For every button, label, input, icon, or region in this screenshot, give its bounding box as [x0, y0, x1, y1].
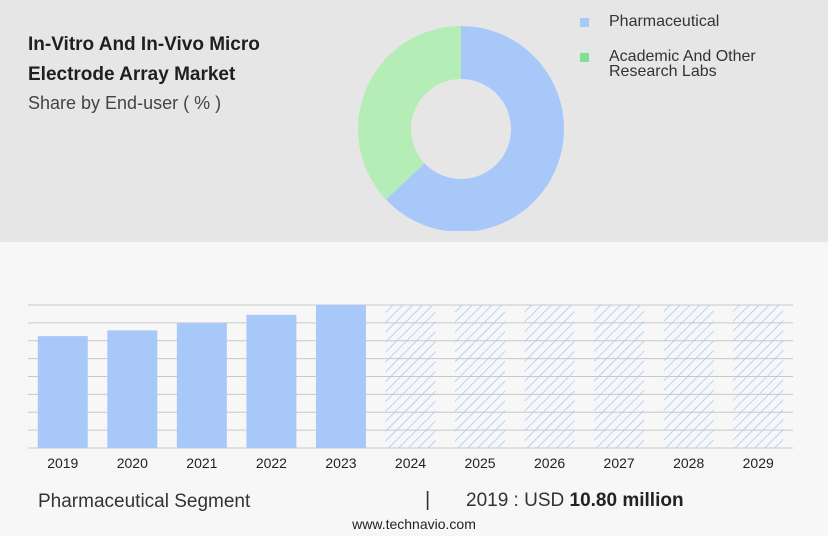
donut-clip [340, 231, 590, 242]
bar-2021 [176, 323, 227, 448]
x-tick-label-2029: 2029 [743, 455, 774, 471]
chart-subtitle: Share by End-user ( % ) [28, 93, 222, 113]
x-tick-label-2019: 2019 [47, 455, 78, 471]
legend-swatch-pharmaceutical [580, 18, 589, 27]
bar-forecast-2024 [385, 305, 436, 448]
legend-label-academic-line2: Research Labs [609, 63, 717, 80]
bar-forecast-2025 [455, 305, 506, 448]
donut-chart [340, 25, 590, 242]
bar-2019 [37, 336, 88, 448]
x-tick-label-2021: 2021 [186, 455, 217, 471]
footer-value-line: 2019 : USD 10.80 million [466, 490, 684, 512]
footer-value: 10.80 million [569, 490, 684, 511]
bar-forecast-2027 [594, 305, 645, 448]
x-tick-label-2027: 2027 [604, 455, 635, 471]
donut-slice-academic [358, 25, 461, 200]
bar-forecast-2028 [663, 305, 714, 448]
legend-label-academic-line1: Academic And Other [609, 48, 756, 65]
footer-separator: | [425, 489, 431, 511]
bar-2020 [107, 330, 158, 448]
bar-2023 [315, 305, 366, 448]
x-tick-label-2022: 2022 [256, 455, 287, 471]
x-tick-label-2024: 2024 [395, 455, 426, 471]
x-tick-label-2020: 2020 [117, 455, 148, 471]
source-link[interactable]: www.technavio.com [352, 516, 476, 532]
footer-year-label: 2019 : USD [466, 490, 565, 511]
legend-swatch-academic [580, 53, 589, 62]
legend-label-pharmaceutical: Pharmaceutical [609, 13, 720, 30]
x-tick-label-2025: 2025 [464, 455, 495, 471]
legend: Pharmaceutical Academic And Other Resear… [580, 14, 820, 99]
x-tick-label-2026: 2026 [534, 455, 565, 471]
x-tick-label-2023: 2023 [325, 455, 356, 471]
bar-chart: 2019 2020 2021 2022 2023 2024 2025 2026 2027 2028… [28, 304, 793, 471]
legend-item-pharmaceutical: Pharmaceutical [580, 13, 820, 30]
bar-2022 [246, 314, 297, 448]
donut-slice-pharmaceutical [385, 26, 564, 232]
x-tick-label-2028: 2028 [673, 455, 704, 471]
chart-title: In-Vitro And In-Vivo Micro Electrode Arr… [28, 34, 260, 85]
bar-forecast-2029 [733, 305, 784, 448]
footer-segment: Pharmaceutical Segment [38, 491, 251, 512]
legend-item-academic: Academic And Other Research Labs [580, 48, 820, 80]
bar-forecast-2026 [524, 305, 575, 448]
